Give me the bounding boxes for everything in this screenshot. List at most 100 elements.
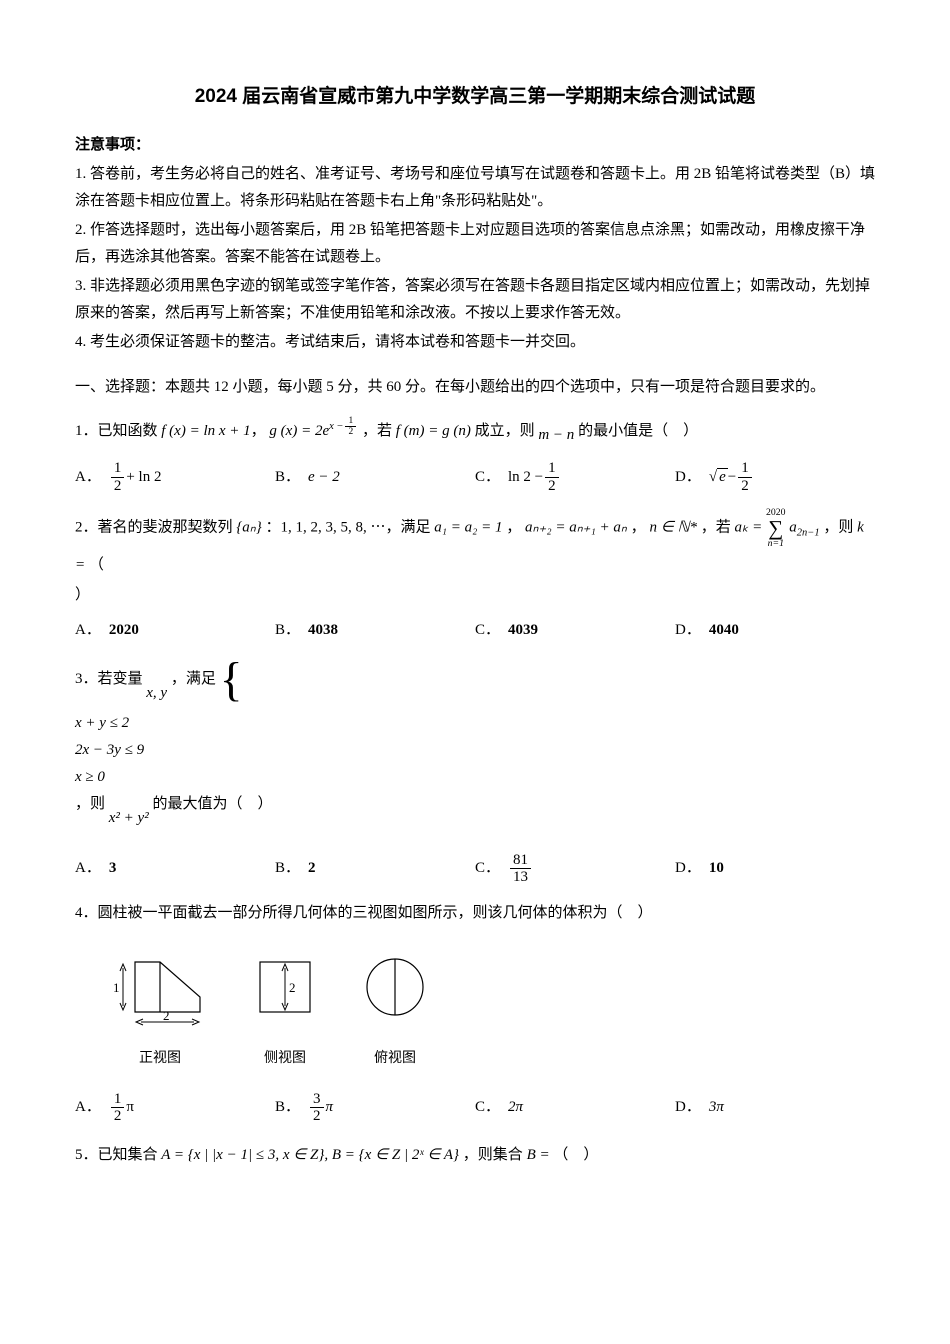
q1-opt-a-label: A． (75, 464, 101, 491)
q1-d-num: 1 (738, 460, 752, 477)
q3-option-c: C．8113 (475, 852, 675, 886)
q1-b-text: e − 2 (308, 464, 340, 491)
note-item: 4. 考生必须保证答题卡的整洁。考试结束后，请将本试卷和答题卡一并交回。 (75, 329, 875, 356)
q3-c-label: C． (475, 855, 500, 882)
q1-suffix1: 成立，则 (475, 423, 539, 439)
q2-option-a: A． 2020 (75, 617, 275, 644)
q1-d-rest: − (728, 464, 736, 491)
q4-d-label: D． (675, 1094, 701, 1121)
note-item: 3. 非选择题必须用黑色字迹的钢笔或签字笔作答，答案必须写在答题卡各题目指定区域… (75, 273, 875, 327)
section-1-header: 一、选择题：本题共 12 小题，每小题 5 分，共 60 分。在每小题给出的四个… (75, 374, 875, 401)
q2-closing: ） (75, 582, 875, 609)
q1-g-exp-num: 1 (345, 416, 356, 426)
question-1: 1．已知函数 f (x) = ln x + 1， g (x) = 2ex −12… (75, 415, 875, 494)
q3-con2: 2x − 3y ≤ 9 (75, 737, 875, 764)
q2-sum-body-sub: 2n−1 (797, 528, 820, 539)
q1-g-label: g (x) = 2e (269, 423, 329, 439)
note-item: 1. 答卷前，考生务必将自己的姓名、准考证号、考场号和座位号填写在试题卷和答题卡… (75, 161, 875, 215)
q3-b-label: B． (275, 855, 300, 882)
q2-seq: {aₙ} (236, 520, 261, 536)
q1-c-den: 2 (545, 477, 559, 495)
q4-a-label: A． (75, 1094, 101, 1121)
q2-prefix: 2．著名的斐波那契数列 (75, 520, 236, 536)
q1-c-num: 1 (545, 460, 559, 477)
q3-expr: x² + y² (109, 810, 149, 826)
q1-prefix: 1．已知函数 (75, 423, 161, 439)
q4-d-text: 3π (709, 1094, 724, 1121)
q3-con3: x ≥ 0 (75, 764, 875, 791)
q4-b-rest: π (326, 1094, 334, 1121)
front-view-svg: 1 2 (105, 942, 215, 1032)
q1-options: A． 12 + ln 2 B． e − 2 C． ln 2 − 12 D． √e… (75, 460, 875, 494)
q5-A-def: A = {x | |x − 1| ≤ 3, x ∈ Z}, B = {x ∈ Z… (161, 1147, 459, 1163)
q3-c-num: 81 (510, 852, 531, 869)
q2-ak: aₖ = (735, 520, 767, 536)
q2-sum-body: a (789, 520, 797, 536)
q2-sum: 2020 ∑ n=1 (766, 508, 786, 549)
q2-option-b: B．4038 (275, 617, 475, 644)
top-view-svg (355, 942, 435, 1032)
q1-option-a: A． 12 + ln 2 (75, 460, 275, 494)
q2-sum-bot: n=1 (766, 539, 786, 549)
q2-c1: ， (506, 520, 521, 536)
page-title: 2024 届云南省宣威市第九中学数学高三第一学期期末综合测试试题 (75, 80, 875, 114)
q5-mid: ，则集合 (463, 1147, 527, 1163)
q2-option-c: C．4039 (475, 617, 675, 644)
q1-g-prefix: ， (251, 423, 266, 439)
q4-b-num: 3 (310, 1091, 324, 1108)
q4-a-rest: π (126, 1094, 134, 1121)
front-caption: 正视图 (105, 1046, 215, 1071)
question-5: 5．已知集合 A = {x | |x − 1| ≤ 3, x ∈ Z}, B =… (75, 1139, 875, 1172)
q4-diagrams: 1 2 正视图 2 侧视图 俯视图 (105, 942, 875, 1071)
q1-a-rest: + ln 2 (126, 464, 161, 491)
q3-prefix: 3．若变量 (75, 671, 146, 687)
q4-c-label: C． (475, 1094, 500, 1121)
q4-option-d: D． 3π (675, 1091, 875, 1125)
q2-a-text: 2020 (109, 617, 139, 644)
q4-option-b: B． 32 π (275, 1091, 475, 1125)
q3-b-text: 2 (308, 855, 316, 882)
q4-a-num: 1 (111, 1091, 125, 1108)
question-2: 2．著名的斐波那契数列 {aₙ} ：1, 1, 2, 3, 5, 8, ⋯，满足… (75, 508, 875, 644)
notes-block: 注意事项： 1. 答卷前，考生务必将自己的姓名、准考证号、考场号和座位号填写在试… (75, 132, 875, 356)
sigma-icon: ∑ (766, 518, 786, 539)
q1-option-b: B． e − 2 (275, 460, 475, 494)
q2-a1a2: a₁ = a₂ = 1 (434, 520, 502, 536)
q4-text: 4．圆柱被一平面截去一部分所得几何体的三视图如图所示，则该几何体的体积为（ ） (75, 900, 875, 927)
dim-1-label: 1 (113, 980, 120, 995)
q4-option-a: A． 12 π (75, 1091, 275, 1125)
q3-a-label: A． (75, 855, 101, 882)
q2-suffix: （ (89, 557, 104, 573)
q2-c2: ， (631, 520, 646, 536)
dim-h-label: 2 (289, 980, 296, 995)
question-4: 4．圆柱被一平面截去一部分所得几何体的三视图如图所示，则该几何体的体积为（ ） … (75, 900, 875, 1125)
q3-d-text: 10 (709, 855, 724, 882)
q2-b-text: 4038 (308, 617, 338, 644)
q5-prefix: 5．已知集合 (75, 1147, 161, 1163)
q1-opt-c-label: C． (475, 464, 500, 491)
q2-mid1: ：1, 1, 2, 3, 5, 8, ⋯，满足 (266, 520, 435, 536)
q2-option-d: D．4040 (675, 617, 875, 644)
q1-option-d: D． √e − 12 (675, 460, 875, 494)
side-caption: 侧视图 (245, 1046, 325, 1071)
q1-opt-b-label: B． (275, 464, 300, 491)
q3-option-a: A． 3 (75, 852, 275, 886)
q3-con1: x + y ≤ 2 (75, 710, 875, 737)
q1-g-exp-den: 2 (345, 426, 356, 437)
q2-a-label: A． (75, 617, 101, 644)
q1-c-pre: ln 2 − (508, 464, 543, 491)
q2-d-text: 4040 (709, 617, 739, 644)
q2-recur: aₙ₊₂ = aₙ₊₁ + aₙ (525, 520, 627, 536)
q3-a-text: 3 (109, 855, 117, 882)
q3-mid1: ，满足 (171, 671, 220, 687)
q4-c-text: 2π (508, 1094, 523, 1121)
q3-mid2: ，则 (75, 796, 109, 812)
q1-g-exp: x −12 (329, 421, 358, 432)
q1-a-den: 2 (111, 477, 125, 495)
q5-B-eq: B = (527, 1147, 554, 1163)
q4-b-label: B． (275, 1094, 300, 1121)
q4-b-den: 2 (310, 1107, 324, 1125)
question-3: 3．若变量 x, y ，满足 { x + y ≤ 2 2x − 3y ≤ 9 x… (75, 658, 875, 886)
q1-option-c: C． ln 2 − 12 (475, 460, 675, 494)
q2-nin: n ∈ ℕ* (649, 520, 697, 536)
